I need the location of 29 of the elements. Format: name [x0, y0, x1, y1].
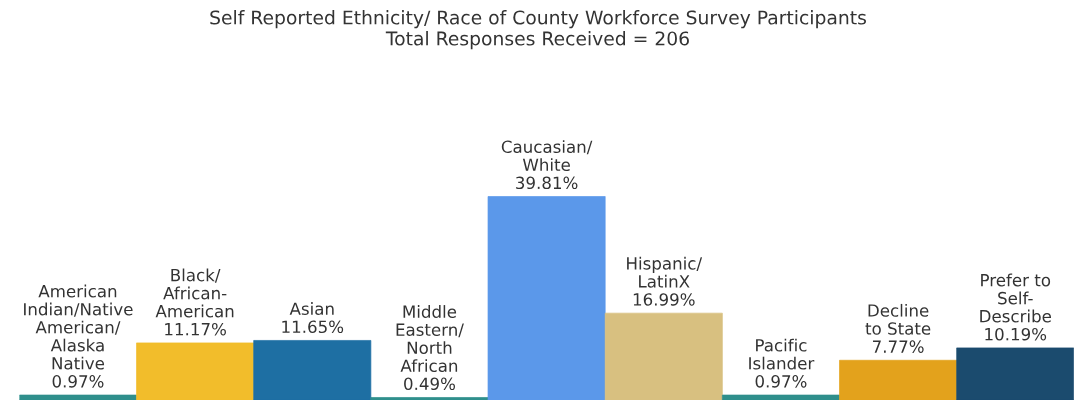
bar	[136, 342, 255, 400]
x-tick-label: American Indian/Native American/ Alaska Native	[24, 284, 133, 370]
data-label: 11.65%	[282, 320, 344, 334]
bar	[487, 196, 606, 400]
x-tick-label: Decline to State	[865, 303, 931, 335]
x-tick-label: Black/ African- American	[155, 268, 234, 318]
bar	[956, 347, 1074, 400]
data-label: 16.99%	[633, 293, 695, 306]
x-tick-label: Asian	[289, 302, 334, 316]
data-label: 0.97%	[52, 375, 104, 388]
x-tick-label: Caucasian/ White	[501, 140, 593, 172]
x-tick-label: Middle Eastern/ North African	[396, 305, 464, 373]
bar	[253, 340, 372, 400]
bar	[722, 394, 840, 400]
data-label: 7.77%	[873, 340, 924, 353]
x-tick-label: Prefer to Self- Describe	[980, 273, 1051, 323]
data-label: 39.81%	[516, 176, 578, 190]
bar	[370, 397, 489, 400]
bar	[19, 394, 137, 400]
chart-subtitle: Total Responses Received = 206	[385, 31, 689, 50]
x-tick-label: Hispanic/ LatinX	[627, 256, 703, 288]
x-tick-label: Pacific Islander	[749, 338, 815, 370]
data-label: 0.49%	[404, 377, 455, 391]
bar	[839, 359, 958, 400]
data-label: 10.19%	[985, 327, 1047, 341]
chart-title: Self Reported Ethnicity/ Race of County Workforce Survey Participants	[210, 10, 866, 29]
data-label: 11.17%	[165, 322, 226, 336]
data-label: 0.97%	[755, 375, 807, 388]
bar	[604, 312, 723, 400]
